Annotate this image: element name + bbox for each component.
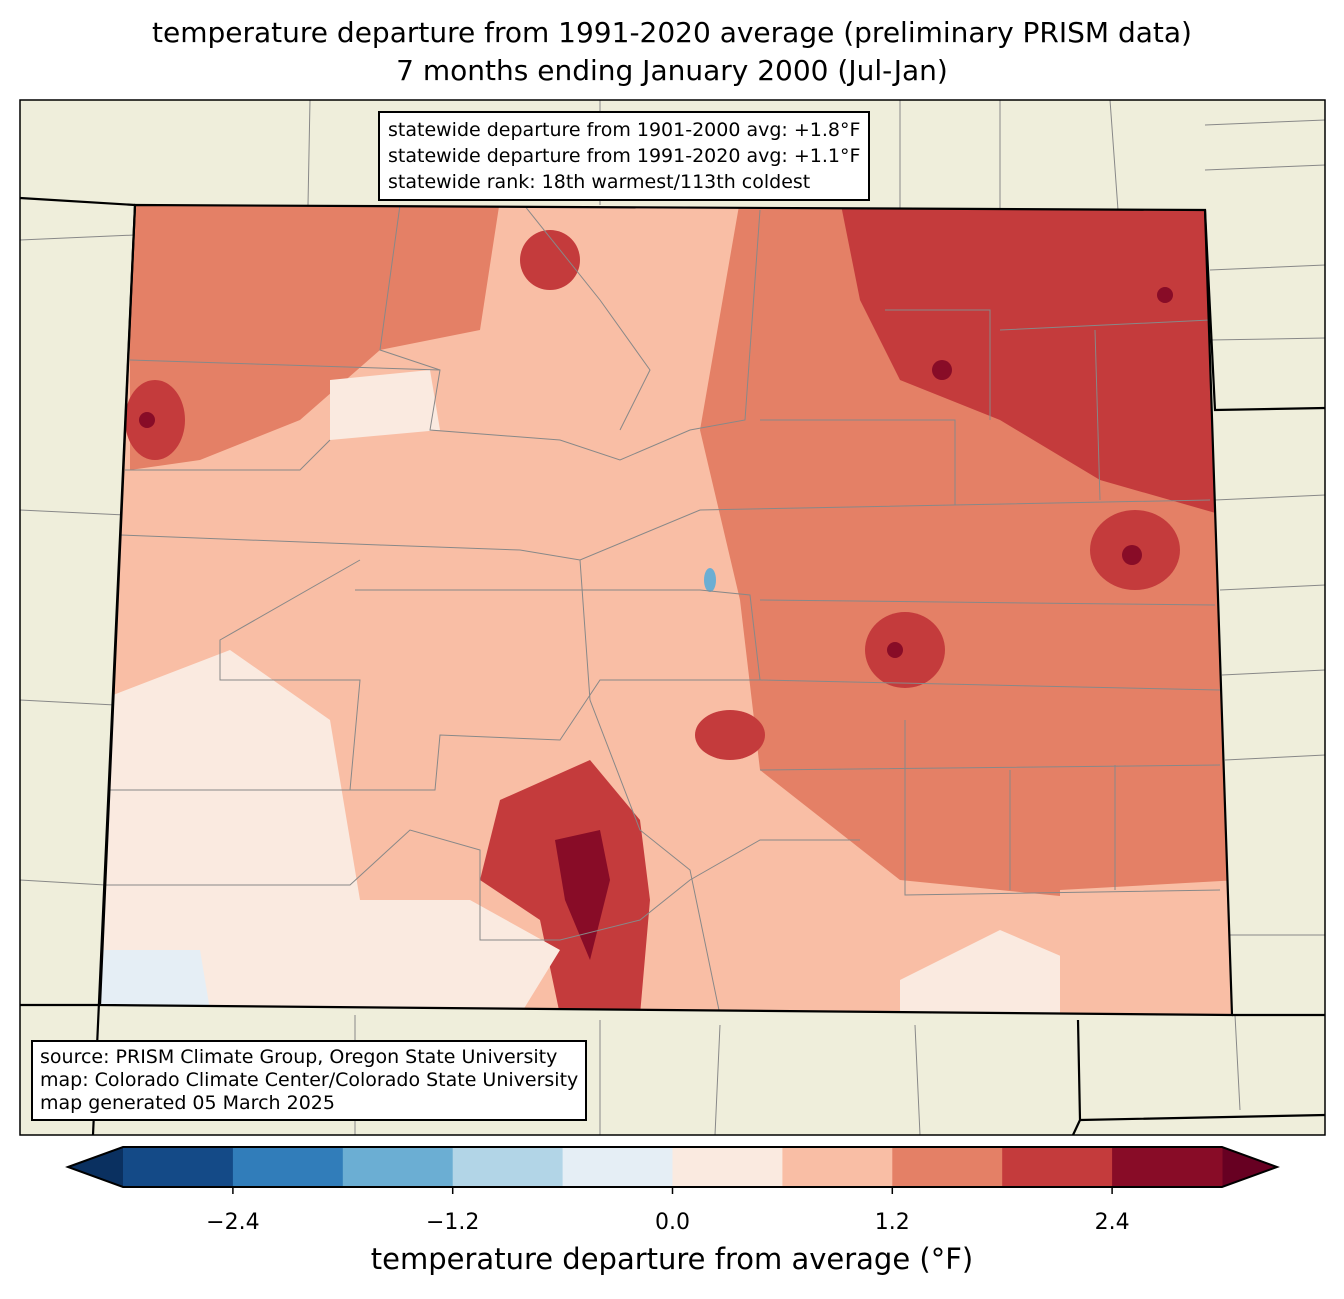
neighbor-county-lines	[19, 99, 1326, 1136]
colorbar-tick-label: 0.0	[655, 1210, 690, 1235]
colorbar-segment	[232, 1147, 344, 1187]
colorbar-label: temperature departure from average (°F)	[370, 1242, 974, 1276]
source-line: source: PRISM Climate Group, Oregon Stat…	[40, 1046, 558, 1068]
colorbar-segment	[342, 1147, 454, 1187]
generated-date-line: map generated 05 March 2025	[40, 1092, 335, 1114]
colorbar-segment	[892, 1147, 1003, 1187]
departure-contours	[100, 205, 1232, 1015]
statewide-stats-box: statewide departure from 1901-2000 avg: …	[378, 111, 871, 201]
stats-departure-1901-2000: statewide departure from 1901-2000 avg: …	[388, 119, 861, 141]
colorbar-segment	[452, 1147, 564, 1187]
map-credit-line: map: Colorado Climate Center/Colorado St…	[40, 1069, 579, 1091]
colorbar-tick-label: 2.4	[1094, 1210, 1130, 1235]
colorbar-segment	[1002, 1147, 1113, 1187]
colorbar-segment	[782, 1147, 893, 1187]
colorbar-segment	[123, 1147, 234, 1187]
colorbar-outline	[65, 1146, 1280, 1188]
colorbar-under-extension	[68, 1147, 123, 1187]
colorbar-tick-label: −1.2	[425, 1210, 480, 1235]
colorbar-segment	[562, 1147, 673, 1187]
source-box: source: PRISM Climate Group, Oregon Stat…	[31, 1040, 588, 1121]
map-title-line2: 7 months ending January 2000 (Jul-Jan)	[396, 54, 948, 87]
colorbar	[65, 1146, 1280, 1194]
map-title-line1: temperature departure from 1991-2020 ave…	[152, 16, 1192, 49]
colorbar-segment	[672, 1147, 783, 1187]
colorbar-segment	[1112, 1147, 1223, 1187]
colorbar-over-extension	[1222, 1147, 1277, 1187]
map-frame	[19, 99, 1326, 1136]
colorbar-tick-label: 1.2	[874, 1210, 910, 1235]
colorbar-tick-label: −2.4	[206, 1210, 260, 1235]
county-lines	[105, 205, 1221, 1015]
state-boundaries	[19, 196, 1326, 1136]
stats-departure-1991-2020: statewide departure from 1991-2020 avg: …	[388, 145, 861, 167]
stats-rank: statewide rank: 18th warmest/113th colde…	[388, 171, 811, 193]
